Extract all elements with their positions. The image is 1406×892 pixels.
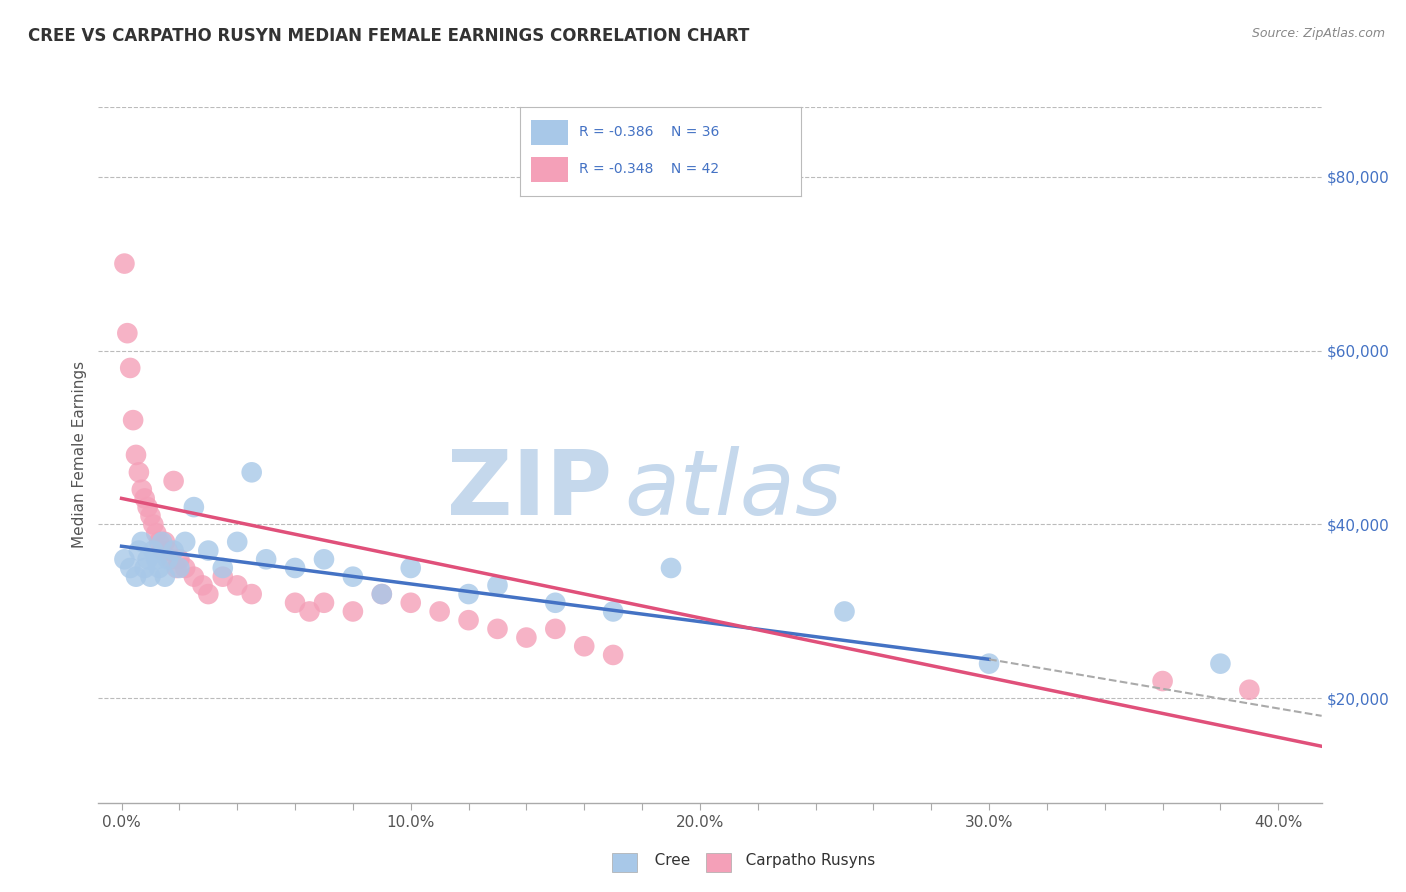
- Point: [148, 561, 170, 575]
- Text: R = -0.386    N = 36: R = -0.386 N = 36: [579, 125, 720, 139]
- Point: [197, 587, 219, 601]
- Point: [284, 561, 307, 575]
- Point: [139, 508, 162, 523]
- Point: [125, 570, 148, 584]
- Point: [254, 552, 277, 566]
- Point: [120, 361, 142, 376]
- Point: [298, 605, 321, 619]
- Point: [134, 491, 156, 506]
- Bar: [531, 120, 568, 145]
- Point: [211, 561, 233, 575]
- Point: [399, 561, 422, 575]
- Point: [153, 534, 176, 549]
- Point: [166, 561, 188, 575]
- Point: [169, 552, 191, 566]
- Text: Carpatho Rusyns: Carpatho Rusyns: [731, 854, 876, 868]
- Point: [174, 534, 197, 549]
- Text: CREE VS CARPATHO RUSYN MEDIAN FEMALE EARNINGS CORRELATION CHART: CREE VS CARPATHO RUSYN MEDIAN FEMALE EAR…: [28, 27, 749, 45]
- Point: [122, 413, 145, 427]
- Text: R = -0.348    N = 42: R = -0.348 N = 42: [579, 162, 720, 177]
- Text: atlas: atlas: [624, 446, 842, 533]
- Point: [162, 543, 184, 558]
- Point: [169, 561, 191, 575]
- Point: [139, 570, 162, 584]
- Point: [131, 534, 153, 549]
- Point: [429, 605, 451, 619]
- Y-axis label: Median Female Earnings: Median Female Earnings: [72, 361, 87, 549]
- Point: [371, 587, 394, 601]
- Point: [371, 587, 394, 601]
- Point: [142, 517, 165, 532]
- Point: [342, 570, 364, 584]
- Text: Source: ZipAtlas.com: Source: ZipAtlas.com: [1251, 27, 1385, 40]
- Point: [148, 534, 170, 549]
- Point: [399, 596, 422, 610]
- Point: [544, 596, 567, 610]
- Point: [134, 561, 156, 575]
- Point: [312, 596, 335, 610]
- Point: [114, 552, 136, 566]
- Point: [457, 587, 479, 601]
- Point: [197, 543, 219, 558]
- Point: [145, 552, 167, 566]
- Point: [602, 605, 624, 619]
- Point: [240, 587, 263, 601]
- Point: [145, 526, 167, 541]
- Point: [136, 552, 159, 566]
- Point: [602, 648, 624, 662]
- Point: [659, 561, 682, 575]
- Point: [156, 552, 179, 566]
- Point: [515, 631, 537, 645]
- Point: [977, 657, 1000, 671]
- Point: [486, 578, 509, 592]
- Point: [150, 543, 173, 558]
- Text: Cree: Cree: [640, 854, 690, 868]
- Point: [131, 483, 153, 497]
- Point: [153, 570, 176, 584]
- Point: [136, 500, 159, 514]
- Point: [156, 543, 179, 558]
- Point: [114, 257, 136, 271]
- Point: [226, 578, 249, 592]
- Point: [226, 534, 249, 549]
- Point: [128, 466, 150, 480]
- Point: [183, 570, 205, 584]
- Point: [150, 534, 173, 549]
- Point: [125, 448, 148, 462]
- Point: [457, 613, 479, 627]
- Point: [159, 552, 181, 566]
- Bar: [531, 157, 568, 182]
- Point: [834, 605, 856, 619]
- Point: [1209, 657, 1232, 671]
- Point: [284, 596, 307, 610]
- Point: [162, 474, 184, 488]
- Point: [183, 500, 205, 514]
- Point: [128, 543, 150, 558]
- Point: [120, 561, 142, 575]
- Point: [1239, 682, 1261, 697]
- Point: [1152, 674, 1174, 689]
- Text: ZIP: ZIP: [447, 446, 612, 533]
- Point: [312, 552, 335, 566]
- Point: [240, 466, 263, 480]
- Point: [142, 543, 165, 558]
- Point: [544, 622, 567, 636]
- Point: [174, 561, 197, 575]
- Point: [191, 578, 214, 592]
- Point: [486, 622, 509, 636]
- Point: [117, 326, 139, 341]
- Point: [574, 639, 596, 653]
- Point: [211, 570, 233, 584]
- Point: [342, 605, 364, 619]
